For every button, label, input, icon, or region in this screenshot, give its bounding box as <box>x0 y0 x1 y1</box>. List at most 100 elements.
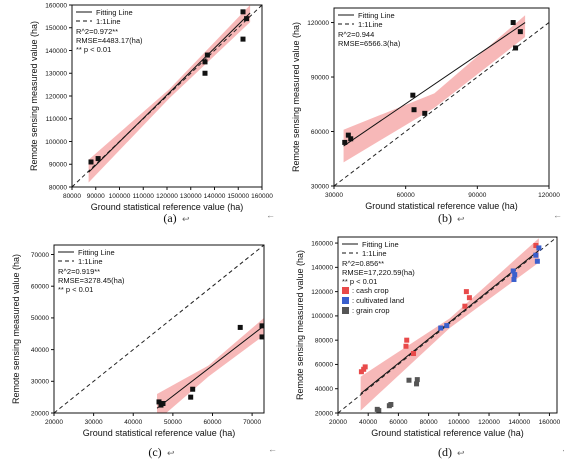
data-point <box>362 364 368 370</box>
legend-group-label: : cash crop <box>352 286 389 295</box>
plot-frame <box>333 7 550 187</box>
y-tick-label: 110000 <box>46 116 68 123</box>
data-point <box>95 156 101 162</box>
stats-text: ** p < 0.01 <box>58 285 93 294</box>
data-point <box>204 52 210 58</box>
y-tick-label: 70000 <box>31 252 49 259</box>
x-tick-label: 30000 <box>85 419 103 426</box>
x-tick-label: 20000 <box>329 419 347 426</box>
legend-fitting-label: Fitting Line <box>358 11 395 20</box>
data-point <box>414 377 420 383</box>
panel-caption: (d) <box>438 445 452 459</box>
x-axis-label: Ground statistical reference value (ha) <box>371 428 524 438</box>
y-tick-label: 160000 <box>45 2 67 9</box>
legend-group-swatch <box>342 287 349 294</box>
stats-text: RMSE=4483.17(ha) <box>76 36 143 45</box>
legend-group-label: : cultivated land <box>352 296 404 305</box>
data-point <box>517 29 523 35</box>
panel-caption: (b) <box>438 211 452 225</box>
data-point <box>190 386 196 392</box>
data-point <box>438 325 444 331</box>
y-tick-label: 120000 <box>307 20 329 27</box>
line-return-mark: ← <box>268 444 277 454</box>
y-tick-label: 140000 <box>311 265 333 272</box>
data-point <box>510 268 516 274</box>
legend-fitting-label: Fitting Line <box>96 8 133 17</box>
data-point <box>410 92 416 98</box>
y-tick-label: 30000 <box>31 379 49 386</box>
x-tick-label: 60000 <box>203 419 221 426</box>
chart-panel-1: 30000 60000 90000 120000 30000 60000 90000 1200… <box>291 7 562 225</box>
y-tick-label: 140000 <box>45 48 67 55</box>
x-tick-label: 160000 <box>539 419 561 426</box>
y-tick-label: 60000 <box>311 129 329 136</box>
caption-return-mark: ↩ <box>182 214 190 224</box>
data-point <box>422 110 428 116</box>
x-tick-label: 40000 <box>359 419 377 426</box>
confidence-band <box>360 238 539 411</box>
y-tick-label: 40000 <box>315 386 333 393</box>
data-point <box>536 245 542 251</box>
y-tick-label: 120000 <box>45 93 67 100</box>
y-tick-label: 30000 <box>311 183 329 190</box>
y-axis-label: Remote sensing measured value (ha) <box>29 21 39 171</box>
x-tick-label: 80000 <box>420 419 438 426</box>
stats-text: ** p < 0.01 <box>76 45 111 54</box>
x-tick-label: 150000 <box>227 193 249 200</box>
x-tick-label: 40000 <box>124 419 142 426</box>
x-axis-label: Ground statistical reference value (ha) <box>83 428 236 438</box>
legend-oneone-label: 1:1Line <box>96 17 121 26</box>
chart-panel-0: 80000 90000 100000 110000 120000 130000 140000… <box>29 2 275 225</box>
x-tick-label: 130000 <box>180 193 202 200</box>
stats-text: R^2=0.972** <box>76 27 118 36</box>
legend-fitting-label: Fitting Line <box>78 248 115 257</box>
confidence-band <box>343 15 526 163</box>
y-tick-label: 90000 <box>49 162 67 169</box>
data-point <box>534 258 540 264</box>
fitting-line <box>360 249 540 394</box>
legend-oneone-label: 1:1Line <box>358 20 383 29</box>
data-point <box>259 334 265 340</box>
data-point <box>513 45 519 51</box>
x-axis-label: Ground statistical reference value (ha) <box>91 202 244 212</box>
data-point <box>88 159 94 165</box>
confidence-band <box>157 317 264 413</box>
data-point <box>188 394 194 400</box>
data-point <box>240 36 246 42</box>
y-tick-label: 60000 <box>315 362 333 369</box>
chart-panel-2: 20000 30000 40000 50000 60000 70000 20000 30000… <box>11 244 277 459</box>
data-point <box>533 242 539 248</box>
data-point <box>414 381 420 387</box>
fitting-line <box>156 325 264 409</box>
stats-text: R^2=0.919** <box>58 267 100 276</box>
y-tick-label: 160000 <box>311 240 333 247</box>
stats-text: RMSE=3278.45(ha) <box>58 276 125 285</box>
caption-return-mark: ↩ <box>457 448 465 458</box>
data-point <box>244 16 250 22</box>
data-point <box>466 295 472 301</box>
legend-group-label: : grain crop <box>352 306 390 315</box>
legend-fitting-label: Fitting Line <box>362 240 399 249</box>
data-point <box>348 136 354 142</box>
stats-text: RMSE=6566.3(ha) <box>338 39 401 48</box>
y-axis-label: Remote sensing measured value (ha) <box>11 254 21 404</box>
chart-panel-3: 20000 40000 60000 80000 100000 120000 140000 16… <box>295 236 564 459</box>
data-point <box>202 59 208 65</box>
y-tick-label: 80000 <box>49 184 67 191</box>
x-tick-label: 140000 <box>204 193 226 200</box>
legend-oneone-label: 1:1Line <box>78 257 103 266</box>
y-tick-label: 130000 <box>45 71 67 78</box>
data-point <box>376 408 382 414</box>
x-tick-label: 100000 <box>448 419 470 426</box>
data-point <box>406 377 412 383</box>
x-tick-label: 60000 <box>397 192 415 199</box>
x-tick-label: 70000 <box>243 419 261 426</box>
y-tick-label: 20000 <box>31 410 49 417</box>
fitting-line <box>343 22 526 147</box>
x-tick-label: 160000 <box>251 193 273 200</box>
fitting-line <box>88 12 251 173</box>
x-tick-label: 110000 <box>133 193 155 200</box>
data-point <box>345 132 351 138</box>
x-tick-label: 100000 <box>109 193 131 200</box>
y-tick-label: 20000 <box>315 410 333 417</box>
